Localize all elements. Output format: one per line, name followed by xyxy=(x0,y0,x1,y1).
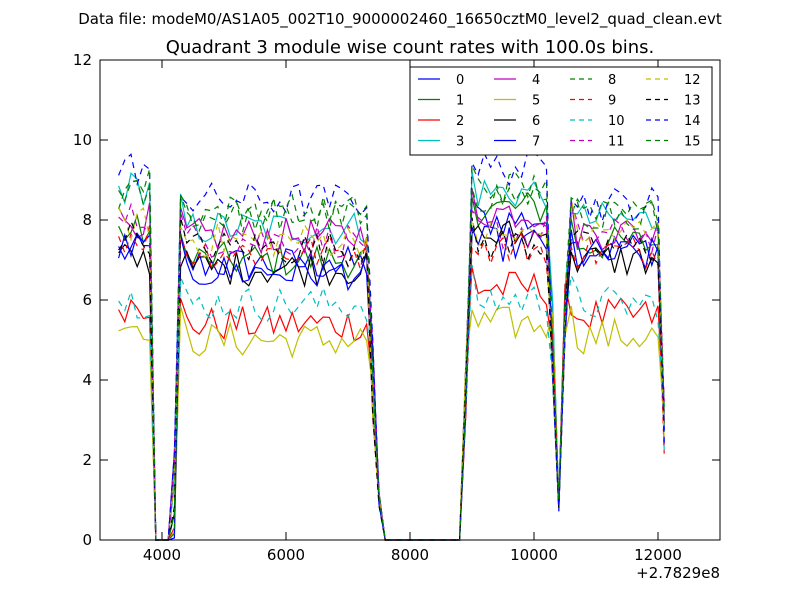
legend-label-3: 3 xyxy=(456,135,464,150)
x-tick-label: 8000 xyxy=(391,546,429,564)
x-tick-label: 10000 xyxy=(510,546,558,564)
legend-label-8: 8 xyxy=(608,73,616,88)
legend-label-1: 1 xyxy=(456,94,464,109)
legend-label-4: 4 xyxy=(532,73,540,88)
y-tick-label: 2 xyxy=(82,451,92,469)
y-tick-label: 4 xyxy=(82,371,92,389)
y-tick-label: 12 xyxy=(73,51,92,69)
legend-label-6: 6 xyxy=(532,114,540,129)
legend-label-10: 10 xyxy=(608,114,625,129)
legend-label-14: 14 xyxy=(684,114,701,129)
legend-label-11: 11 xyxy=(608,135,625,150)
figure-suptitle: Data file: modeM0/AS1A05_002T10_90000024… xyxy=(78,10,722,29)
x-offset-label: +2.7829e8 xyxy=(636,564,720,582)
y-tick-label: 0 xyxy=(82,531,92,549)
legend-label-7: 7 xyxy=(532,135,540,150)
y-tick-label: 10 xyxy=(73,131,92,149)
y-tick-label: 6 xyxy=(82,291,92,309)
legend-label-15: 15 xyxy=(684,135,701,150)
legend-label-9: 9 xyxy=(608,94,616,109)
x-tick-label: 12000 xyxy=(634,546,682,564)
legend-label-0: 0 xyxy=(456,73,464,88)
legend-label-12: 12 xyxy=(684,73,701,88)
series-line-13 xyxy=(118,217,665,541)
legend-box xyxy=(409,66,713,156)
legend-label-13: 13 xyxy=(684,94,701,109)
legend-label-2: 2 xyxy=(456,114,464,129)
y-tick-label: 8 xyxy=(82,211,92,229)
legend-label-5: 5 xyxy=(532,94,540,109)
chart-title: Quadrant 3 module wise count rates with … xyxy=(166,37,655,58)
x-tick-label: 4000 xyxy=(143,546,181,564)
x-tick-label: 6000 xyxy=(267,546,305,564)
